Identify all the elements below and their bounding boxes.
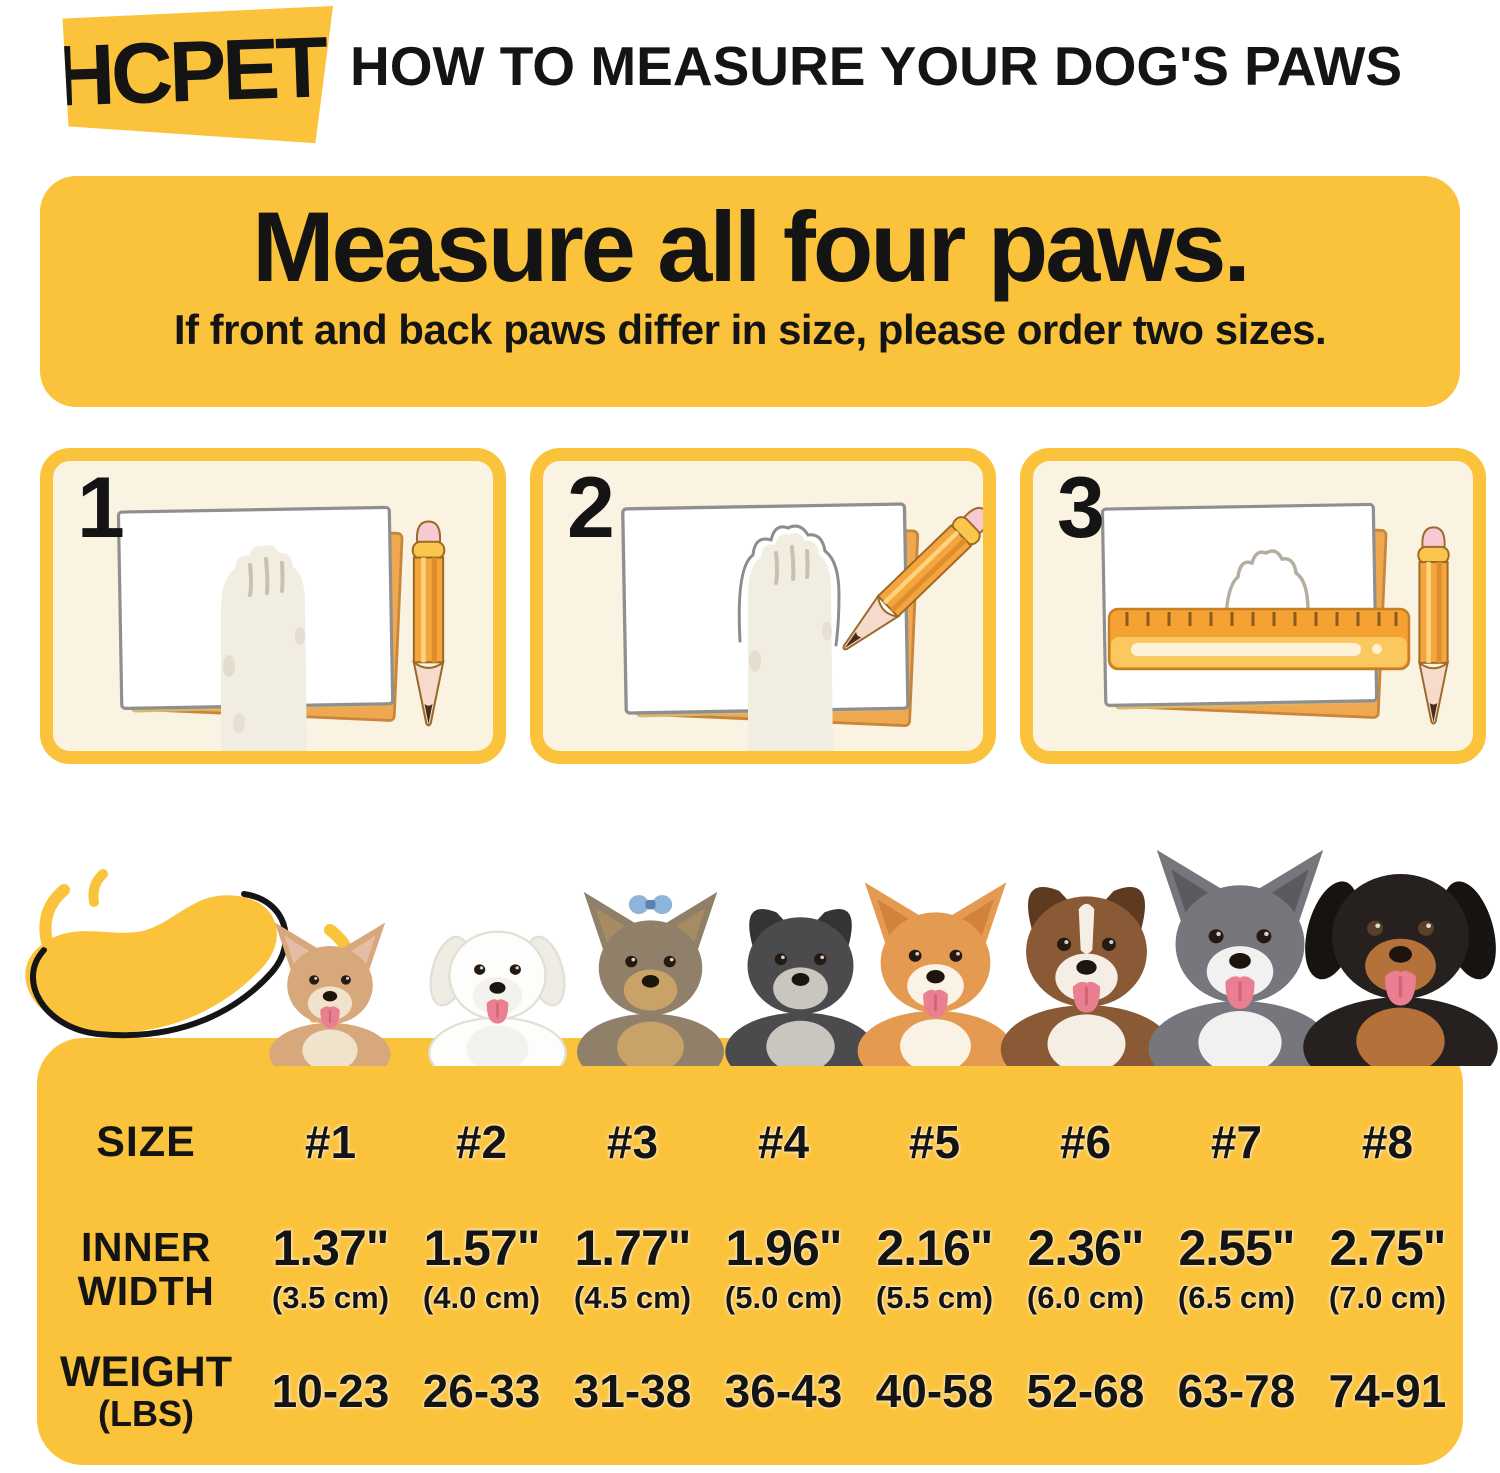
step-1-illustration	[116, 505, 446, 751]
step-number: 3	[1057, 460, 1105, 556]
inner-width-row-label: INNER WIDTH	[77, 1223, 215, 1314]
size-column-1: #1	[304, 1116, 357, 1168]
inner-width-value-3: 1.77" (4.5 cm)	[573, 1219, 692, 1315]
banner-subline: If front and back paws differ in size, p…	[173, 306, 1327, 353]
size-column-5: #5	[908, 1116, 961, 1168]
step-panel-1: 1	[40, 448, 506, 764]
dog-photo-rottweiler	[1290, 826, 1500, 1098]
dog-illustration-yorkshire-terrier	[576, 891, 724, 1090]
brand-logo-text: HCPET	[51, 18, 327, 125]
traced-paw-outline	[737, 524, 841, 647]
weight-value-3: 31-38	[573, 1365, 692, 1417]
traced-paw-outline	[1223, 549, 1310, 669]
banner-headline: Measure all four paws.	[252, 191, 1251, 302]
size-column-8: #8	[1361, 1116, 1414, 1168]
instruction-steps: 1 2	[40, 448, 1488, 764]
inner-width-value-2: 1.57" (4.0 cm)	[422, 1219, 541, 1315]
inner-width-value-4: 1.96" (5.0 cm)	[724, 1219, 843, 1315]
weight-value-6: 52-68	[1026, 1365, 1145, 1417]
page-title: HOW TO MEASURE YOUR DOG'S PAWS	[350, 35, 1403, 97]
pencil-icon	[411, 520, 446, 727]
step-3-illustration	[1100, 502, 1450, 725]
step-2-illustration	[620, 499, 983, 751]
size-column-2: #2	[455, 1116, 508, 1168]
brand-logo-badge: HCPET	[51, 6, 334, 144]
weight-value-2: 26-33	[422, 1365, 541, 1417]
size-column-4: #4	[757, 1116, 810, 1168]
size-row: SIZE #1 #2 #3 #4 #5 #6 #7 #8	[37, 1100, 1463, 1184]
size-column-6: #6	[1059, 1116, 1112, 1168]
dog-illustration-chihuahua	[269, 922, 391, 1086]
inner-width-value-8: 2.75" (7.0 cm)	[1328, 1219, 1447, 1315]
size-column-3: #3	[606, 1116, 659, 1168]
inner-width-value-5: 2.16" (5.5 cm)	[875, 1219, 994, 1315]
dog-lineup	[0, 810, 1500, 1098]
step-panel-3: 3	[1020, 448, 1486, 764]
dog-photo-yorkshire-terrier	[567, 884, 734, 1090]
dog-photo-chihuahua	[261, 916, 399, 1086]
weight-row: WEIGHT (LBS) 10-23 26-33 31-38 36-43 40-58 52…	[37, 1344, 1463, 1438]
dog-illustration-bichon-frise	[427, 930, 567, 1090]
dog-photo-bichon-frise	[420, 898, 575, 1090]
step-panel-2: 2	[530, 448, 996, 764]
size-row-label: SIZE	[96, 1117, 196, 1166]
dog-paw-illustration	[748, 533, 833, 751]
measure-banner: Measure all four paws. If front and back…	[40, 176, 1460, 407]
weight-value-4: 36-43	[724, 1365, 843, 1417]
inner-width-value-1: 1.37" (3.5 cm)	[271, 1219, 390, 1315]
dog-illustration-miniature-schnauzer	[724, 908, 876, 1091]
weight-row-label: WEIGHT (LBS)	[60, 1347, 232, 1434]
weight-value-7: 63-78	[1177, 1365, 1296, 1417]
inner-width-value-6: 2.36" (6.0 cm)	[1026, 1219, 1145, 1315]
step-number: 1	[77, 460, 125, 556]
size-chart-table: SIZE #1 #2 #3 #4 #5 #6 #7 #8 INNER WIDTH 1.37"(…	[37, 1038, 1463, 1465]
inner-width-value-7: 2.55" (6.5 cm)	[1177, 1219, 1296, 1315]
step-number: 2	[567, 460, 615, 556]
pencil-icon	[1417, 526, 1450, 725]
inner-width-row: INNER WIDTH 1.37" (3.5 cm) 1.57" (4.0 cm) 1.…	[37, 1206, 1463, 1332]
dog-illustration-rottweiler	[1302, 874, 1498, 1098]
size-column-7: #7	[1210, 1116, 1263, 1168]
weight-value-5: 40-58	[875, 1365, 994, 1417]
dog-paw-illustration	[221, 545, 307, 751]
weight-value-1: 10-23	[271, 1365, 390, 1417]
dog-photo-miniature-schnauzer	[715, 880, 886, 1091]
weight-value-8: 74-91	[1328, 1365, 1447, 1417]
ruler-icon	[1107, 607, 1411, 671]
